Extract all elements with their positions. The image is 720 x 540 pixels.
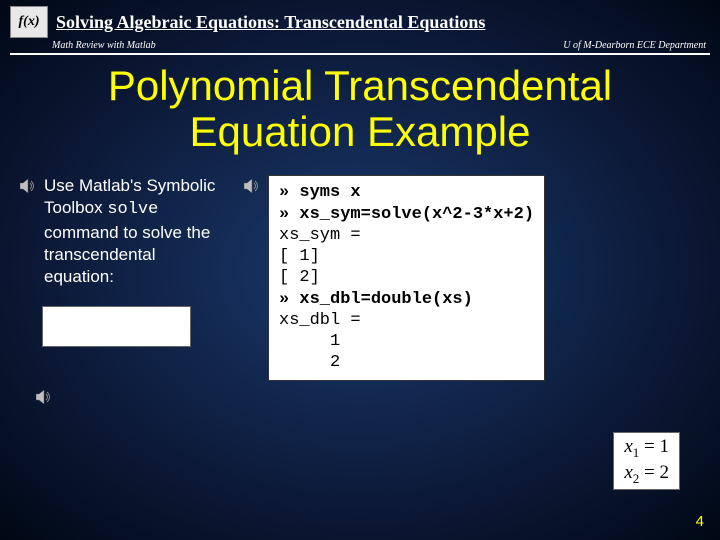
sol2-var: x bbox=[624, 462, 632, 483]
subheader-bar: Math Review with Matlab U of M-Dearborn … bbox=[0, 40, 720, 53]
speaker-icon bbox=[20, 179, 36, 193]
solution-1: x1 = 1 bbox=[624, 435, 669, 461]
code-line-8: 1 bbox=[279, 332, 340, 351]
code-box: » syms x » xs_sym=solve(x^2-3*x+2) xs_sy… bbox=[268, 175, 545, 380]
sol1-var: x bbox=[624, 436, 632, 457]
solution-2: x2 = 2 bbox=[624, 461, 669, 487]
right-column: » syms x » xs_sym=solve(x^2-3*x+2) xs_sy… bbox=[244, 175, 700, 380]
main-title: Polynomial Transcendental Equation Examp… bbox=[20, 63, 700, 155]
fx-icon: f(x) bbox=[10, 6, 48, 38]
equation-box: x2 − 3x + 2 = 0 bbox=[42, 306, 191, 347]
code-line-2: » xs_sym=solve(x^2-3*x+2) bbox=[279, 205, 534, 224]
equation-text: x2 − 3x + 2 = 0 bbox=[53, 318, 180, 340]
header-bar: f(x) Solving Algebraic Equations: Transc… bbox=[0, 0, 720, 40]
code-line-4: [ 1] bbox=[279, 247, 320, 266]
bullet-row: Use Matlab's Symbolic Toolbox solve comm… bbox=[20, 175, 230, 287]
solve-keyword: solve bbox=[107, 200, 158, 219]
sol2-val: = 2 bbox=[639, 462, 669, 483]
instruction-text: Use Matlab's Symbolic Toolbox solve comm… bbox=[44, 175, 230, 287]
code-line-3: xs_sym = bbox=[279, 226, 361, 245]
code-bullet-row: » syms x » xs_sym=solve(x^2-3*x+2) xs_sy… bbox=[244, 175, 700, 380]
header-divider bbox=[10, 53, 710, 55]
subtitle-right: U of M-Dearborn ECE Department bbox=[563, 40, 706, 51]
left-column: Use Matlab's Symbolic Toolbox solve comm… bbox=[20, 175, 230, 380]
subtitle-left: Math Review with Matlab bbox=[52, 40, 156, 51]
fx-icon-text: f(x) bbox=[19, 14, 40, 30]
code-line-9: 2 bbox=[279, 353, 340, 372]
page-number: 4 bbox=[696, 513, 704, 530]
code-line-7: xs_dbl = bbox=[279, 311, 361, 330]
code-line-6: » xs_dbl=double(xs) bbox=[279, 290, 473, 309]
sol1-val: = 1 bbox=[639, 436, 669, 457]
text-after: command to solve the transcendental equa… bbox=[44, 223, 210, 286]
content-row: Use Matlab's Symbolic Toolbox solve comm… bbox=[0, 175, 720, 380]
solutions-box: x1 = 1 x2 = 2 bbox=[613, 432, 680, 490]
code-line-5: [ 2] bbox=[279, 268, 320, 287]
code-line-1: » syms x bbox=[279, 183, 361, 202]
header-title: Solving Algebraic Equations: Transcenden… bbox=[56, 12, 485, 33]
speaker-icon bbox=[244, 179, 260, 193]
speaker-icon bbox=[36, 390, 52, 404]
